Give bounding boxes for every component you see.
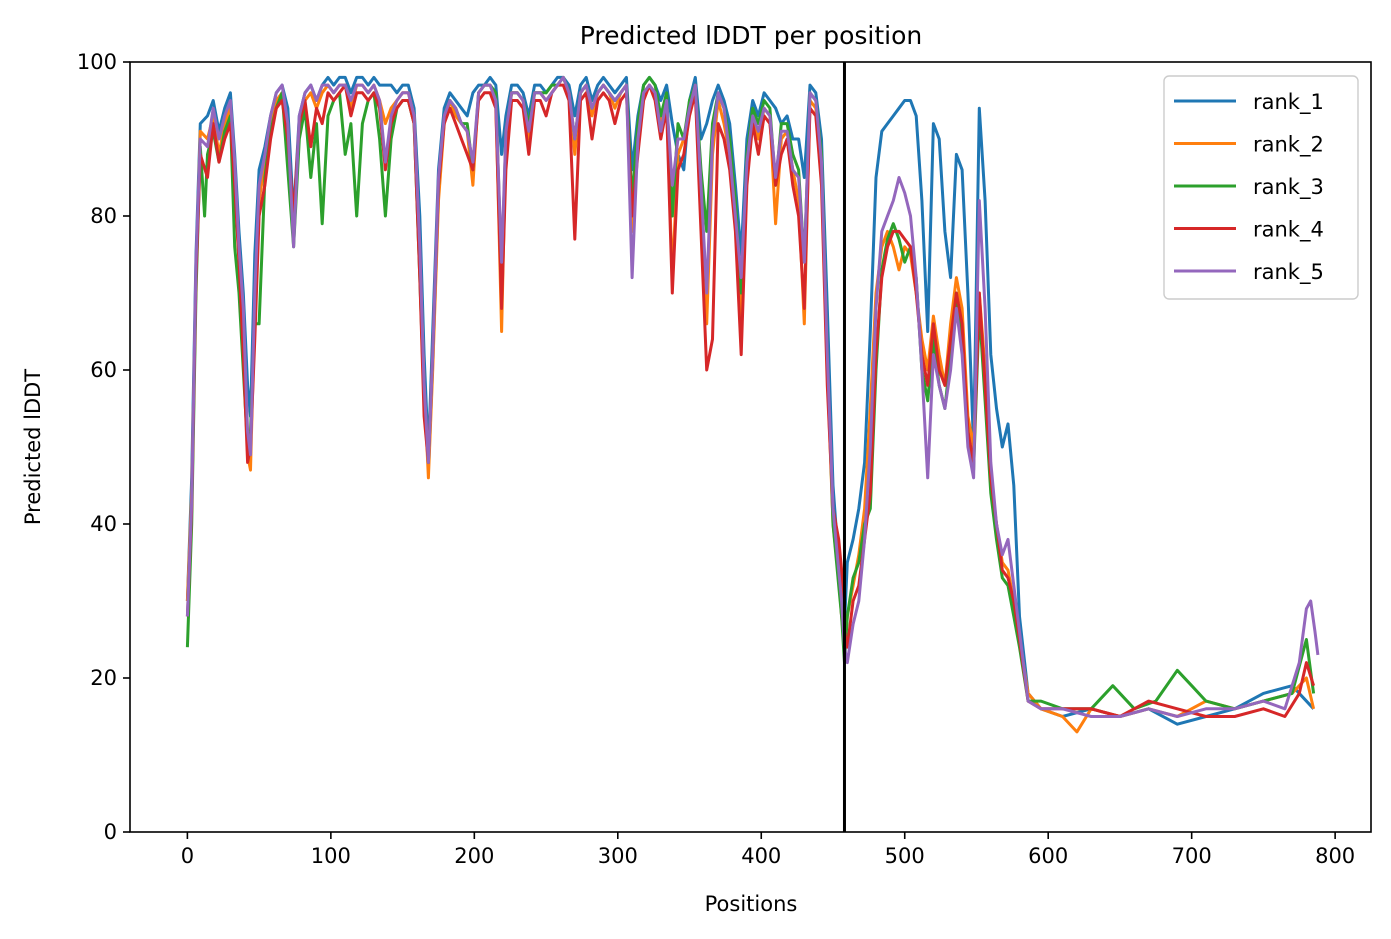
legend-label-5: rank_5	[1253, 260, 1324, 285]
plot-frame	[129, 61, 1372, 833]
x-tick-label-4: 400	[741, 844, 781, 868]
series-line-2	[185, 75, 1316, 734]
series-line-5	[185, 75, 1320, 718]
x-tick-label-5: 500	[885, 844, 925, 868]
series-line-3	[185, 75, 1316, 711]
series-line-4	[185, 83, 1316, 718]
x-tick-label-2: 200	[454, 844, 494, 868]
y-tick-label-5: 100	[77, 50, 117, 74]
y-tick-label-1: 20	[90, 666, 117, 690]
y-tick-label-2: 40	[90, 512, 117, 536]
y-tick-label-4: 80	[90, 204, 117, 228]
x-tick-label-0: 0	[181, 844, 194, 868]
chart-title: Predicted lDDT per position	[580, 21, 922, 50]
x-tick-label-1: 100	[311, 844, 351, 868]
y-tick-label-0: 0	[104, 820, 117, 844]
x-axis-title: Positions	[705, 892, 798, 916]
x-tick-label-3: 300	[598, 844, 638, 868]
x-tick-label-6: 600	[1028, 844, 1068, 868]
legend-label-2: rank_2	[1253, 133, 1324, 158]
plot-area: 0 100 200 300 400 500 600 700 800 0 20 40 60 80 100	[77, 50, 1372, 868]
x-tick-label-7: 700	[1172, 844, 1212, 868]
legend-box	[1163, 75, 1359, 300]
y-axis-title: Predicted lDDT	[21, 369, 45, 525]
legend-label-1: rank_1	[1253, 90, 1324, 115]
x-tick-label-8: 800	[1315, 844, 1355, 868]
legend-label-3: rank_3	[1253, 175, 1324, 200]
legend-label-4: rank_4	[1253, 218, 1324, 243]
legend: rank_1 rank_2 rank_3 rank_4 rank_5	[1163, 75, 1359, 300]
series-line-1	[185, 75, 1315, 726]
y-tick-label-3: 60	[90, 358, 117, 382]
